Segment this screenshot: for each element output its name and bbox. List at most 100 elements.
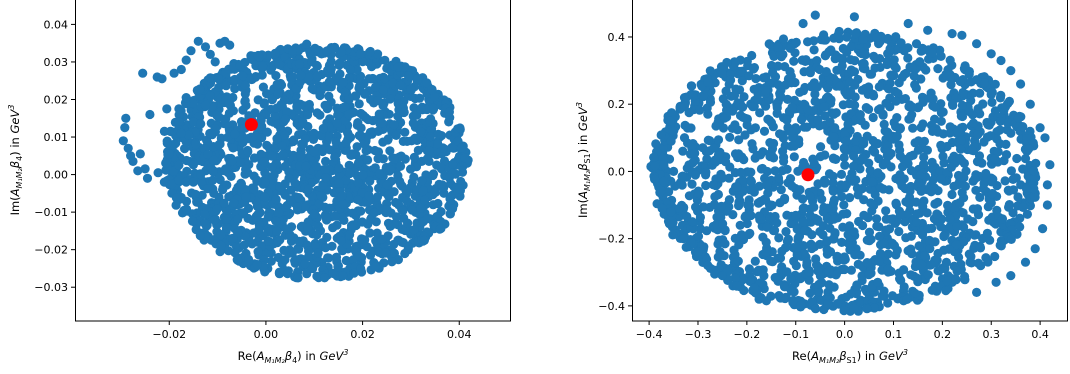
scatter-point — [240, 80, 250, 90]
scatter-point — [398, 206, 408, 216]
scatter-point — [947, 189, 957, 200]
scatter-point — [807, 243, 817, 254]
scatter-point — [709, 199, 720, 210]
scatter-point — [285, 195, 295, 205]
scatter-point — [884, 129, 894, 139]
scatter-point — [430, 187, 440, 197]
scatter-point — [324, 253, 334, 263]
scatter-point — [429, 92, 440, 102]
scatter-point — [789, 56, 799, 66]
scatter-point — [946, 162, 957, 172]
scatter-point — [230, 74, 240, 85]
scatter-point — [779, 195, 790, 205]
scatter-point — [228, 143, 238, 153]
scatter-point — [893, 88, 903, 99]
scatter-point — [729, 90, 740, 100]
scatter-point — [334, 178, 344, 188]
scatter-point — [816, 142, 826, 152]
scatter-point — [1021, 184, 1032, 194]
scatter-point — [748, 102, 758, 112]
scatter-point — [435, 162, 446, 172]
scatter-point-outlier — [996, 55, 1006, 66]
scatter-point — [294, 59, 305, 69]
scatter-point — [409, 225, 419, 235]
scatter-point — [448, 159, 458, 169]
scatter-point — [974, 151, 985, 161]
scatter-point — [426, 138, 436, 148]
scatter-point — [400, 248, 410, 259]
scatter-point — [296, 70, 306, 80]
scatter-point — [747, 139, 757, 149]
scatter-point — [267, 162, 277, 172]
scatter-point — [312, 71, 322, 81]
scatter-point — [859, 210, 869, 220]
scatter-point — [782, 115, 792, 125]
scatter-point — [241, 164, 251, 174]
scatter-point — [791, 242, 801, 253]
scatter-point — [656, 185, 666, 196]
scatter-point — [682, 122, 692, 132]
scatter-point — [304, 72, 314, 82]
scatter-point — [792, 250, 802, 260]
scatter-point — [287, 46, 298, 56]
scatter-point — [872, 32, 882, 43]
scatter-point — [798, 203, 808, 213]
scatter-point — [732, 182, 742, 192]
scatter-point — [264, 236, 274, 246]
scatter-point — [321, 173, 331, 183]
scatter-point — [705, 97, 716, 107]
scatter-point — [944, 244, 954, 254]
scatter-point — [303, 223, 313, 233]
scatter-point — [895, 274, 905, 284]
scatter-point — [814, 279, 824, 289]
scatter-point — [849, 67, 860, 77]
scatter-point — [191, 139, 201, 149]
scatter-point — [416, 203, 426, 213]
scatter-point — [803, 37, 813, 47]
scatter-point — [328, 268, 338, 278]
scatter-point — [870, 54, 881, 64]
scatter-point — [992, 127, 1002, 137]
highlight-point — [801, 168, 815, 182]
scatter-point — [798, 194, 808, 204]
scatter-point — [1013, 192, 1023, 202]
scatter-point — [416, 127, 426, 137]
scatter-point — [930, 102, 940, 112]
scatter-point — [901, 197, 911, 207]
scatter-point — [705, 66, 715, 76]
scatter-point — [773, 61, 783, 71]
scatter-point — [278, 150, 288, 160]
scatter-point — [253, 50, 263, 61]
scatter-point — [703, 135, 713, 145]
scatter-point-outlier — [159, 177, 169, 187]
scatter-point — [886, 162, 896, 172]
scatter-point — [848, 161, 859, 171]
scatter-point — [807, 297, 817, 307]
scatter-point — [1029, 191, 1039, 201]
scatter-point — [229, 198, 239, 208]
scatter-point — [1006, 234, 1016, 244]
scatter-point — [380, 55, 390, 65]
x-tick-label: −0.2 — [734, 328, 761, 341]
scatter-point — [1006, 166, 1017, 176]
scatter-point — [820, 111, 830, 121]
scatter-point — [905, 186, 915, 196]
scatter-point — [252, 176, 262, 186]
scatter-point — [370, 262, 380, 272]
scatter-point — [765, 202, 775, 212]
scatter-point — [281, 202, 291, 212]
scatter-point — [949, 181, 959, 191]
scatter-point — [344, 110, 354, 120]
scatter-point-outlier — [676, 103, 686, 113]
scatter-point — [839, 264, 850, 275]
scatter-point-outlier — [186, 46, 196, 56]
scatter-point — [330, 152, 340, 162]
scatter-point — [862, 258, 872, 268]
scatter-point — [271, 216, 281, 226]
scatter-point — [776, 185, 786, 195]
scatter-point-outlier — [184, 130, 194, 140]
scatter-point — [911, 83, 921, 93]
scatter-point — [206, 128, 216, 139]
scatter-point — [710, 155, 720, 165]
scatter-point — [427, 84, 437, 95]
